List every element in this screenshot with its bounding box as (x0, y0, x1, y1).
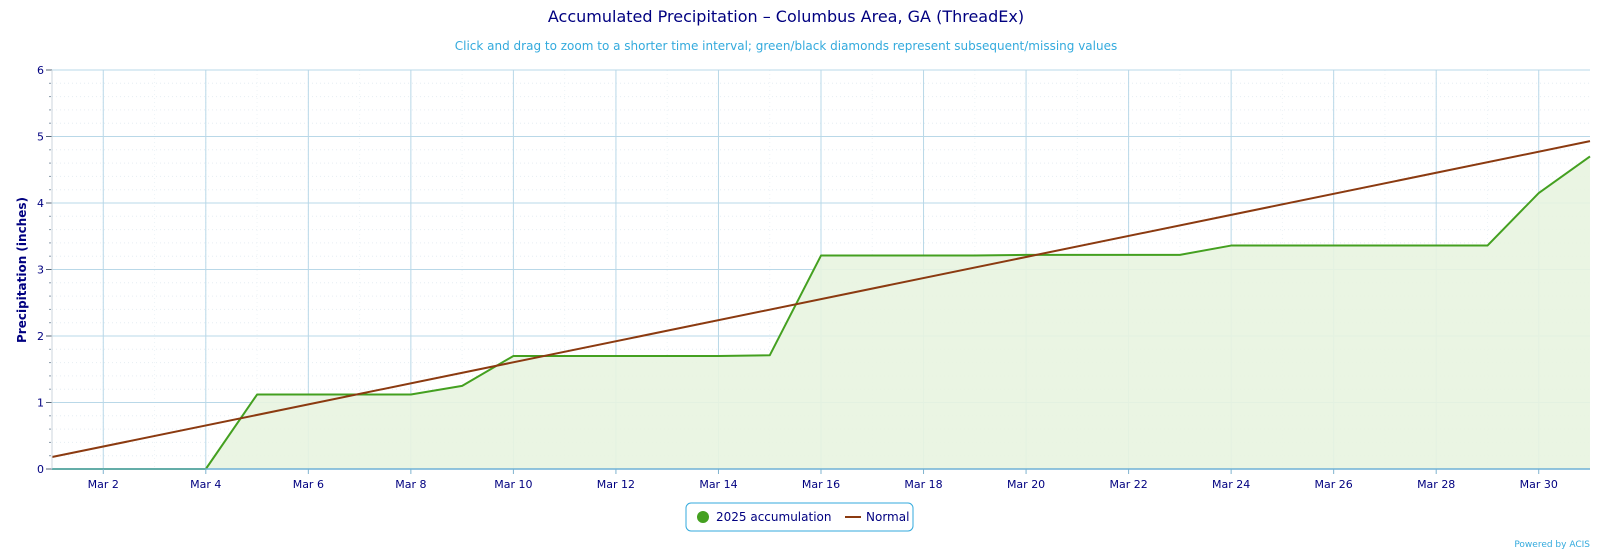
y-tick-label: 6 (37, 64, 44, 77)
chart-subtitle: Click and drag to zoom to a shorter time… (455, 39, 1117, 53)
x-tick-label: Mar 16 (802, 478, 840, 491)
x-tick-label: Mar 28 (1417, 478, 1455, 491)
legend-item-accumulation[interactable]: 2025 accumulation (697, 510, 831, 524)
y-tick-label: 4 (37, 197, 44, 210)
axes: 0 1 2 3 4 5 6 Mar 2 Mar 4 Mar 6 Mar 8 Mar 10 Mar 12 M… (37, 64, 1590, 491)
legend-accumulation-marker-icon (697, 511, 709, 523)
x-tick-label: Mar 24 (1212, 478, 1250, 491)
legend-item-normal[interactable]: Normal (845, 510, 909, 524)
x-tick-label: Mar 2 (88, 478, 119, 491)
x-tick-label: Mar 20 (1007, 478, 1045, 491)
x-tick-label: Mar 12 (597, 478, 635, 491)
x-tick-label: Mar 10 (494, 478, 532, 491)
x-tick-label: Mar 4 (190, 478, 221, 491)
legend-accumulation-label: 2025 accumulation (716, 510, 831, 524)
series-group (51, 140, 1591, 470)
chart-title: Accumulated Precipitation – Columbus Are… (548, 7, 1024, 26)
y-tick-label: 2 (37, 330, 44, 343)
x-tick-label: Mar 14 (699, 478, 737, 491)
y-axis-label: Precipitation (inches) (15, 197, 29, 343)
x-tick-label: Mar 26 (1315, 478, 1353, 491)
x-tick-label: Mar 18 (904, 478, 942, 491)
x-tick-label: Mar 22 (1109, 478, 1147, 491)
x-tick-label: Mar 6 (293, 478, 324, 491)
legend-normal-label: Normal (866, 510, 909, 524)
y-tick-label: 1 (37, 397, 44, 410)
plot-area[interactable]: 0 1 2 3 4 5 6 Mar 2 Mar 4 Mar 6 Mar 8 Mar 10 Mar 12 M… (37, 64, 1591, 491)
credit-link[interactable]: Powered by ACIS (1514, 540, 1590, 550)
legend[interactable]: 2025 accumulation Normal (685, 502, 914, 532)
y-tick-label: 5 (37, 131, 44, 144)
x-tick-label: Mar 8 (395, 478, 426, 491)
y-tick-label: 3 (37, 264, 44, 277)
x-tick-label: Mar 30 (1520, 478, 1558, 491)
normal-line[interactable] (51, 140, 1591, 459)
y-tick-label: 0 (37, 463, 44, 476)
accumulation-line[interactable] (52, 155, 1591, 470)
legend-box (685, 502, 914, 532)
